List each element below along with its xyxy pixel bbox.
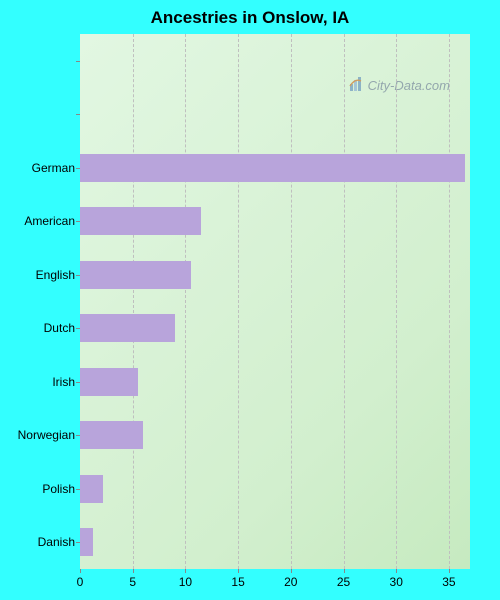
bar <box>80 368 138 396</box>
bar <box>80 475 103 503</box>
x-axis-label: 0 <box>65 575 95 589</box>
bar-chart-icon <box>349 76 365 95</box>
bar <box>80 314 175 342</box>
y-axis-label: Dutch <box>5 321 75 335</box>
x-tick <box>80 569 81 573</box>
plot-area: City-Data.com <box>80 34 470 569</box>
x-tick <box>133 569 134 573</box>
x-tick <box>238 569 239 573</box>
y-tick <box>76 275 80 276</box>
y-tick <box>76 382 80 383</box>
y-tick <box>76 328 80 329</box>
x-tick <box>396 569 397 573</box>
y-axis-label: Irish <box>5 375 75 389</box>
y-tick <box>76 61 80 62</box>
bar <box>80 421 143 449</box>
grid-line <box>449 34 450 569</box>
chart-title: Ancestries in Onslow, IA <box>0 8 500 28</box>
y-tick <box>76 542 80 543</box>
watermark: City-Data.com <box>349 76 450 95</box>
bar <box>80 261 191 289</box>
y-tick <box>76 168 80 169</box>
y-tick <box>76 489 80 490</box>
bar <box>80 207 201 235</box>
y-axis-label: German <box>5 161 75 175</box>
x-tick <box>185 569 186 573</box>
y-axis-label: Danish <box>5 535 75 549</box>
x-tick <box>344 569 345 573</box>
x-tick <box>291 569 292 573</box>
y-axis-label: Norwegian <box>5 428 75 442</box>
grid-line <box>344 34 345 569</box>
x-axis-label: 20 <box>276 575 306 589</box>
y-axis-label: American <box>5 214 75 228</box>
y-tick <box>76 221 80 222</box>
grid-line <box>185 34 186 569</box>
x-axis-label: 15 <box>223 575 253 589</box>
x-axis-label: 35 <box>434 575 464 589</box>
y-tick <box>76 435 80 436</box>
y-axis-label: Polish <box>5 482 75 496</box>
bar <box>80 528 93 556</box>
watermark-text: City-Data.com <box>368 78 450 93</box>
x-axis-label: 10 <box>170 575 200 589</box>
grid-line <box>396 34 397 569</box>
x-axis-label: 25 <box>329 575 359 589</box>
x-axis-label: 5 <box>118 575 148 589</box>
grid-line <box>238 34 239 569</box>
y-axis-label: English <box>5 268 75 282</box>
x-tick <box>449 569 450 573</box>
x-axis-label: 30 <box>381 575 411 589</box>
bar <box>80 154 465 182</box>
y-tick <box>76 114 80 115</box>
grid-line <box>133 34 134 569</box>
grid-line <box>291 34 292 569</box>
